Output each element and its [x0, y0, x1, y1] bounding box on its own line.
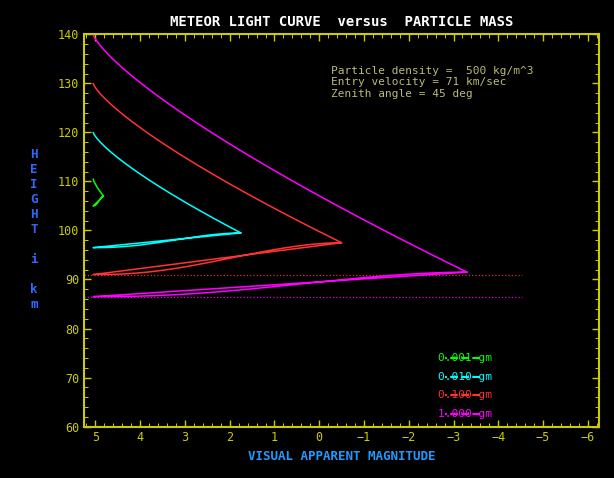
X-axis label: VISUAL APPARENT MAGNITUDE: VISUAL APPARENT MAGNITUDE — [248, 450, 435, 463]
Text: Particle density =  500 kg/m^3
Entry velocity = 71 km/sec
Zenith angle = 45 deg: Particle density = 500 kg/m^3 Entry velo… — [332, 65, 534, 99]
Text: 0.100 gm: 0.100 gm — [438, 390, 492, 400]
Text: 0.001 gm: 0.001 gm — [438, 353, 492, 363]
Text: 0.010 gm: 0.010 gm — [438, 371, 492, 381]
Text: H
E
I
G
H
T

i

k
m: H E I G H T i k m — [30, 148, 37, 311]
Title: METEOR LIGHT CURVE  versus  PARTICLE MASS: METEOR LIGHT CURVE versus PARTICLE MASS — [170, 15, 513, 29]
Text: 1.000 gm: 1.000 gm — [438, 409, 492, 419]
